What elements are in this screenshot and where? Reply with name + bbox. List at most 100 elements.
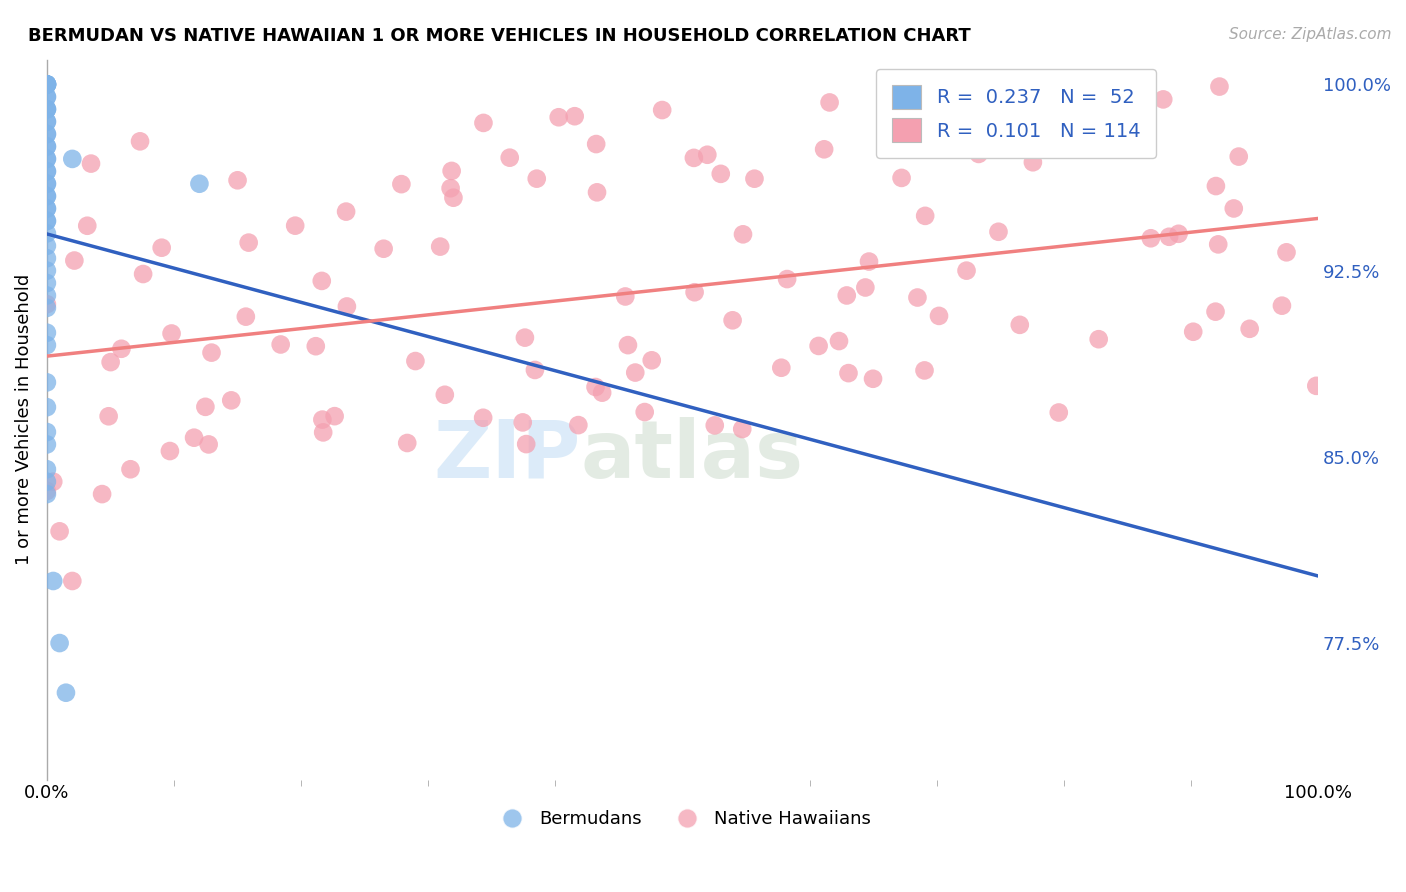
Point bbox=[35, 301, 58, 315]
Point bbox=[776, 272, 799, 286]
Point bbox=[591, 385, 613, 400]
Point bbox=[311, 274, 333, 288]
Point bbox=[429, 239, 451, 253]
Point bbox=[1208, 79, 1230, 94]
Y-axis label: 1 or more Vehicles in Household: 1 or more Vehicles in Household bbox=[15, 274, 32, 566]
Point bbox=[1140, 231, 1163, 245]
Point bbox=[837, 366, 859, 380]
Point bbox=[97, 409, 120, 424]
Point bbox=[35, 139, 58, 153]
Point bbox=[35, 376, 58, 390]
Point bbox=[60, 152, 83, 166]
Point bbox=[183, 431, 205, 445]
Point bbox=[813, 142, 835, 156]
Point bbox=[770, 360, 793, 375]
Point bbox=[703, 418, 725, 433]
Point bbox=[63, 253, 86, 268]
Point bbox=[1159, 229, 1181, 244]
Point bbox=[1182, 325, 1205, 339]
Point bbox=[967, 147, 990, 161]
Point bbox=[238, 235, 260, 250]
Point bbox=[35, 239, 58, 253]
Point bbox=[440, 164, 463, 178]
Point bbox=[1047, 405, 1070, 419]
Point bbox=[35, 251, 58, 265]
Point bbox=[35, 276, 58, 290]
Point bbox=[35, 202, 58, 216]
Point bbox=[35, 202, 58, 216]
Point bbox=[35, 475, 58, 489]
Point bbox=[914, 363, 936, 377]
Point bbox=[1223, 202, 1246, 216]
Point bbox=[1167, 227, 1189, 241]
Point bbox=[226, 173, 249, 187]
Point bbox=[928, 309, 950, 323]
Point bbox=[35, 164, 58, 178]
Text: ZIP: ZIP bbox=[433, 417, 581, 494]
Point bbox=[200, 345, 222, 359]
Point bbox=[683, 151, 706, 165]
Point bbox=[890, 170, 912, 185]
Point bbox=[76, 219, 98, 233]
Point bbox=[526, 171, 548, 186]
Point bbox=[35, 102, 58, 116]
Point bbox=[35, 189, 58, 203]
Point bbox=[305, 339, 328, 353]
Point bbox=[35, 78, 58, 92]
Point bbox=[311, 412, 333, 426]
Point bbox=[987, 225, 1010, 239]
Point bbox=[35, 114, 58, 128]
Text: atlas: atlas bbox=[581, 417, 804, 494]
Point bbox=[547, 110, 569, 124]
Point bbox=[835, 288, 858, 302]
Text: BERMUDAN VS NATIVE HAWAIIAN 1 OR MORE VEHICLES IN HOUSEHOLD CORRELATION CHART: BERMUDAN VS NATIVE HAWAIIAN 1 OR MORE VE… bbox=[28, 27, 972, 45]
Point bbox=[120, 462, 142, 476]
Point bbox=[159, 444, 181, 458]
Point bbox=[373, 242, 395, 256]
Point bbox=[35, 297, 58, 311]
Point bbox=[35, 487, 58, 501]
Point bbox=[35, 227, 58, 241]
Point bbox=[270, 337, 292, 351]
Point bbox=[323, 409, 346, 424]
Point bbox=[35, 90, 58, 104]
Point bbox=[35, 164, 58, 178]
Point bbox=[1275, 245, 1298, 260]
Point bbox=[1119, 110, 1142, 124]
Point bbox=[955, 263, 977, 277]
Point bbox=[284, 219, 307, 233]
Point bbox=[443, 191, 465, 205]
Point bbox=[35, 90, 58, 104]
Point bbox=[585, 137, 607, 152]
Point bbox=[858, 254, 880, 268]
Point bbox=[35, 139, 58, 153]
Point bbox=[914, 209, 936, 223]
Point bbox=[586, 186, 609, 200]
Point bbox=[35, 177, 58, 191]
Point bbox=[35, 78, 58, 92]
Point bbox=[389, 177, 412, 191]
Point bbox=[42, 574, 65, 588]
Point bbox=[35, 338, 58, 352]
Point bbox=[853, 280, 876, 294]
Point bbox=[1008, 318, 1031, 332]
Point bbox=[731, 422, 754, 436]
Point bbox=[515, 437, 537, 451]
Point bbox=[42, 475, 65, 489]
Point bbox=[818, 95, 841, 110]
Point bbox=[35, 78, 58, 92]
Point bbox=[35, 400, 58, 414]
Point bbox=[35, 152, 58, 166]
Point bbox=[35, 78, 58, 92]
Point bbox=[35, 177, 58, 191]
Point bbox=[35, 462, 58, 476]
Point bbox=[100, 355, 122, 369]
Point bbox=[617, 338, 640, 352]
Point bbox=[513, 331, 536, 345]
Point bbox=[35, 425, 58, 439]
Point bbox=[335, 204, 357, 219]
Point bbox=[523, 363, 546, 377]
Point bbox=[35, 263, 58, 277]
Point bbox=[110, 342, 132, 356]
Text: Source: ZipAtlas.com: Source: ZipAtlas.com bbox=[1229, 27, 1392, 42]
